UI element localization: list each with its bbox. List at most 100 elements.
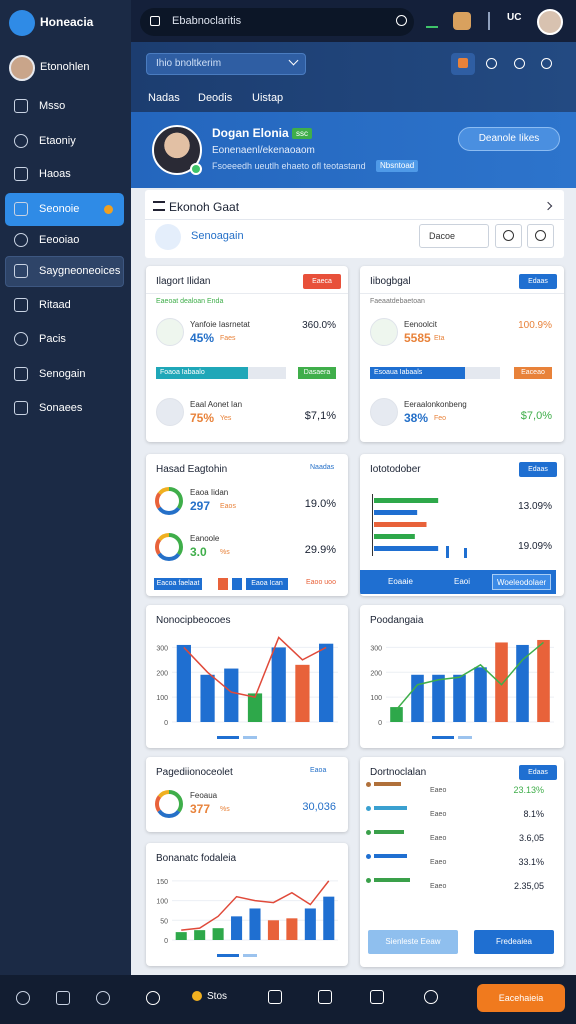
icon [503, 230, 514, 241]
axis [372, 494, 373, 556]
row-label: Eaeo [430, 859, 447, 866]
swatch [218, 578, 228, 590]
metric-unit: %s [220, 549, 230, 556]
bar [286, 918, 298, 940]
card-title: Dortnoclalan [370, 767, 427, 778]
swatch [232, 578, 242, 590]
icon [14, 233, 28, 247]
hbar [374, 522, 427, 527]
tab[interactable]: Nadas [148, 92, 180, 104]
card: Dortnoclalan Edaas Eaeo 23.13% Eaeo 8.1% Eaeo 3… [360, 757, 564, 967]
panel-select[interactable] [419, 224, 489, 248]
metric-pct: 5585 [404, 331, 431, 345]
y-tick-label: 300 [156, 645, 168, 652]
hbar [374, 854, 407, 858]
bar [212, 928, 224, 940]
footer-tab[interactable]: Woeleodolaer [492, 574, 552, 590]
card-badge[interactable]: Edaas [519, 274, 557, 289]
footer-tab[interactable]: Eoaaie [388, 577, 413, 586]
donut-segment [155, 487, 183, 515]
metric-name: Eanoole [190, 534, 220, 543]
icon [535, 230, 546, 241]
logo [9, 10, 35, 36]
panel-tab[interactable]: Senoagain [191, 230, 244, 242]
card-badge[interactable]: Edaas [519, 765, 557, 780]
row-label: Eaeo [430, 835, 447, 842]
progress-tag: Eaceao [514, 367, 552, 379]
tab[interactable]: Deodis [198, 92, 233, 104]
row-value: 33.1% [518, 857, 544, 867]
nav-item[interactable]: Eeooiao [39, 234, 80, 246]
y-tick-label: 200 [370, 670, 382, 677]
nav-item[interactable]: Etaoniy [39, 135, 76, 147]
icon [146, 991, 160, 1005]
footer-tab[interactable]: Eaoi [454, 577, 471, 586]
card-link[interactable]: Eaoa [310, 767, 327, 774]
tab[interactable]: Uistap [252, 92, 284, 104]
nav-item[interactable]: Saygneoneoices [39, 265, 121, 277]
icon-button[interactable] [495, 224, 522, 248]
footer-link[interactable]: Eaoo uoo [306, 579, 336, 586]
nav-item[interactable]: Sonaees [39, 402, 83, 414]
nav-item[interactable]: Pacis [39, 333, 66, 345]
card-badge[interactable]: Eaeca [303, 274, 341, 289]
y-tick-label: 300 [370, 645, 382, 652]
select[interactable] [146, 53, 306, 75]
footer-button[interactable]: Sienleste Eeaw [368, 930, 458, 954]
progress-tag: Dasaera [298, 367, 336, 379]
hbar [374, 806, 407, 810]
hbar [374, 534, 415, 539]
search-glass [396, 15, 407, 26]
graphic: 0 100 200 300 [370, 639, 554, 727]
progress-fill: Esoaua Iabaals [370, 367, 465, 379]
card: Bonanatc fodaleia 0 50 100 150 [146, 843, 348, 966]
card-title: Bonanatc fodaleia [156, 853, 237, 864]
legend [432, 736, 454, 739]
metric-name: Eeraalonkonbeng [404, 400, 467, 409]
footer-button[interactable]: Eaoa Ican [246, 578, 288, 590]
footer-button[interactable]: Fredeaiea [474, 930, 554, 954]
bar [271, 647, 286, 722]
icon [486, 58, 497, 69]
metric-name: Yanfoie Iasrnetat [190, 320, 250, 329]
footer-button[interactable]: Eacoa faelaat [154, 578, 202, 590]
select-text: Ihio bnoltkerim [156, 58, 222, 69]
metric-value: 19.0% [304, 498, 336, 510]
metric-icon [370, 398, 398, 426]
icon [370, 990, 384, 1004]
metric-pct: 45% [190, 331, 215, 345]
icon [14, 298, 28, 312]
metric-unit: Eta [434, 335, 445, 342]
icon [14, 401, 28, 415]
card-link[interactable]: Naadas [310, 464, 335, 471]
row-value: 2.35,05 [513, 881, 544, 891]
icon-button[interactable] [527, 224, 554, 248]
icon [96, 991, 110, 1005]
profile-button[interactable]: Deanole Iikes [458, 127, 560, 151]
metric-value: $7,0% [520, 410, 552, 422]
nav-item[interactable]: Seonoie [39, 203, 80, 215]
profile-name: Dogan Elonia [212, 126, 289, 140]
bar [295, 664, 310, 722]
card-badge[interactable]: Edaas [519, 462, 557, 477]
top-badge: UC [507, 12, 522, 23]
tick-bar [464, 548, 467, 558]
y-tick-label: 100 [156, 695, 168, 702]
coins: Stos [207, 991, 228, 1002]
nav-item[interactable]: Haoas [39, 168, 71, 180]
bottom-button[interactable]: Eacehaieia [477, 984, 565, 1012]
legend [243, 736, 257, 739]
bar [323, 896, 335, 940]
nav-item[interactable]: Msso [39, 100, 66, 112]
graphic: 0 50 100 150 [156, 879, 338, 945]
tool-mark [458, 58, 468, 68]
card-title: Pagediionoceolet [156, 767, 233, 778]
search-text[interactable]: Ebabnoclaritis [172, 15, 242, 27]
metric-icon [156, 398, 184, 426]
metric-value: 360.0% [302, 320, 336, 331]
donut-segment [155, 487, 183, 515]
nav-item[interactable]: Senogain [39, 368, 86, 380]
card-subtitle: Faeaatdebaetoan [370, 298, 425, 305]
nav-item[interactable]: Ritaad [39, 299, 71, 311]
row-label: Eaeo [430, 883, 447, 890]
